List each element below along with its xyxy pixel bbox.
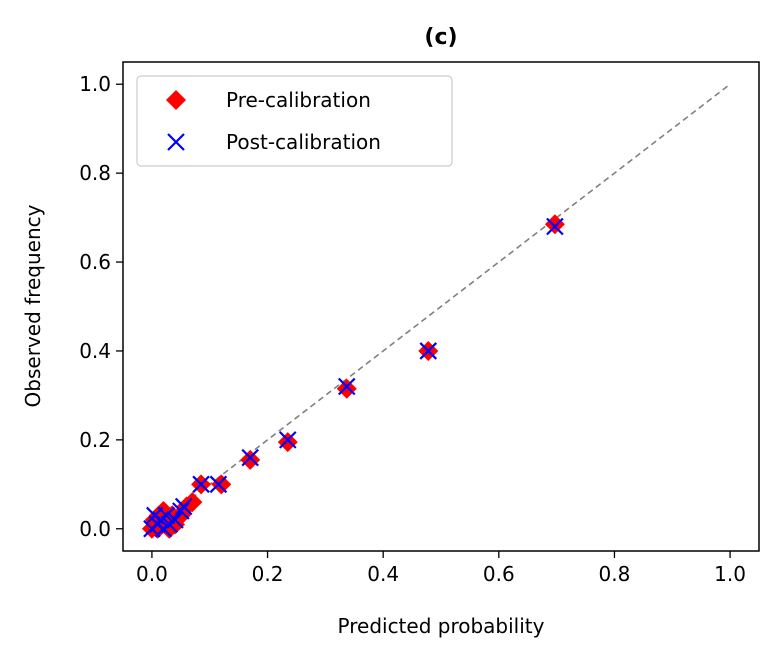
x-axis-label: Predicted probability [338, 614, 545, 638]
y-axis: 0.0 0.2 0.4 0.6 0.8 1.0 [79, 72, 123, 541]
y-tick-label: 0.2 [79, 428, 111, 452]
post-calibration-point [209, 475, 228, 494]
post-calibration-point [546, 217, 564, 236]
pre-calibration-point [211, 474, 232, 495]
x-tick-label: 1.0 [714, 562, 746, 586]
pre-calibration-point [277, 432, 298, 453]
y-tick-label: 0.0 [79, 517, 111, 541]
pre-calibration-point [544, 214, 565, 235]
post-calibration-point [419, 342, 438, 360]
post-calibration-point [279, 431, 297, 449]
x-tick-label: 0.4 [367, 562, 399, 586]
x-tick-label: 0.8 [599, 562, 631, 586]
legend: Pre-calibration Post-calibration [136, 75, 453, 167]
legend-pre-marker [166, 90, 186, 110]
legend-box [136, 75, 453, 167]
post-calibration-point [337, 377, 356, 396]
x-tick-label: 0.2 [252, 562, 284, 586]
y-axis-label: Observed frequency [21, 204, 45, 407]
y-tick-label: 0.6 [79, 250, 111, 274]
post-calibration-point [174, 497, 193, 516]
data-layer [141, 83, 731, 539]
chart-title: (c) [424, 25, 457, 50]
legend-post-marker [167, 133, 185, 151]
pre-calibration-point [182, 492, 203, 513]
post-calibration-point [241, 448, 259, 467]
y-tick-label: 0.8 [79, 161, 111, 185]
legend-post-label: Post-calibration [226, 130, 381, 154]
post-calibration-point [192, 475, 210, 494]
y-tick-label: 0.4 [79, 339, 111, 363]
pre-calibration-point [240, 449, 261, 470]
pre-calibration-point [336, 378, 357, 399]
post-calibration-point [166, 511, 184, 529]
plot-frame [122, 61, 760, 552]
x-tick-label: 0.6 [483, 562, 515, 586]
legend-pre-label: Pre-calibration [226, 88, 371, 112]
y-tick-label: 1.0 [79, 72, 111, 96]
x-tick-label: 0.0 [136, 562, 168, 586]
x-axis: 0.0 0.2 0.4 0.6 0.8 1.0 [136, 551, 746, 586]
